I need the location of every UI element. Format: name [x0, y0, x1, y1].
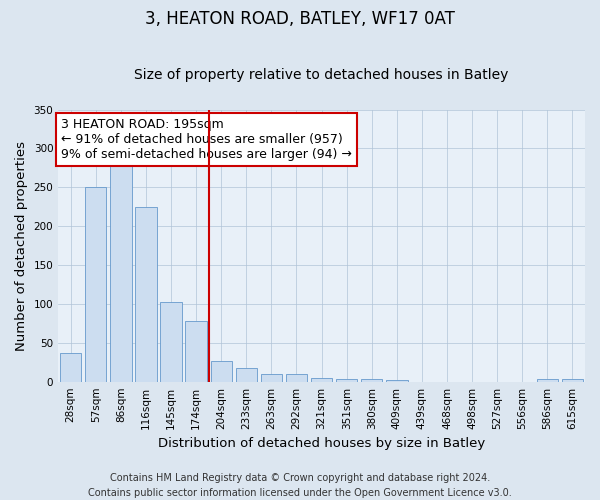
Bar — [60, 353, 82, 382]
Bar — [160, 302, 182, 382]
Bar — [136, 206, 157, 382]
Bar — [85, 188, 106, 382]
Y-axis label: Number of detached properties: Number of detached properties — [15, 140, 28, 350]
Text: 3 HEATON ROAD: 195sqm
← 91% of detached houses are smaller (957)
9% of semi-deta: 3 HEATON ROAD: 195sqm ← 91% of detached … — [61, 118, 352, 160]
Bar — [185, 321, 207, 382]
Bar — [110, 154, 131, 382]
Bar — [361, 380, 382, 382]
Bar — [336, 378, 358, 382]
Bar — [562, 380, 583, 382]
X-axis label: Distribution of detached houses by size in Batley: Distribution of detached houses by size … — [158, 437, 485, 450]
Title: Size of property relative to detached houses in Batley: Size of property relative to detached ho… — [134, 68, 509, 82]
Bar — [261, 374, 282, 382]
Bar — [236, 368, 257, 382]
Text: Contains HM Land Registry data © Crown copyright and database right 2024.
Contai: Contains HM Land Registry data © Crown c… — [88, 472, 512, 498]
Text: 3, HEATON ROAD, BATLEY, WF17 0AT: 3, HEATON ROAD, BATLEY, WF17 0AT — [145, 10, 455, 28]
Bar — [311, 378, 332, 382]
Bar — [386, 380, 407, 382]
Bar — [286, 374, 307, 382]
Bar — [211, 360, 232, 382]
Bar — [537, 380, 558, 382]
